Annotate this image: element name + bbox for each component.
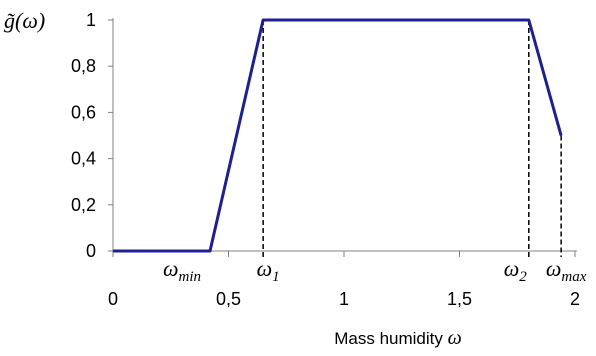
marker-label-max: ωmax (546, 256, 587, 285)
y-tick-label: 1 (86, 10, 96, 30)
marker-guides (262, 20, 562, 257)
x-tick-label: 0 (108, 289, 118, 309)
y-tick-label: 0,4 (71, 149, 96, 169)
y-axis-title: g̃(ω) (4, 8, 45, 33)
x-tick-label: 0,5 (216, 289, 241, 309)
x-tick-label: 2 (570, 289, 580, 309)
y-tick-label: 0,6 (71, 102, 96, 122)
series-line-0 (113, 18, 563, 253)
x-axis-title: Mass humidity ω (334, 327, 462, 349)
y-tick-label: 0,2 (71, 195, 96, 215)
marker-label-1: ω1 (257, 256, 280, 285)
label-layer: ωmin ω1 ω2 ωmax g̃(ω) Mass humidity ω (4, 8, 587, 349)
axes: 0 0,2 0,4 0,6 0,8 1 0 0,5 1 1,5 2 (71, 10, 580, 309)
marker-label-2: ω2 (504, 256, 528, 285)
y-tick-label: 0 (86, 241, 96, 261)
y-tick-label: 0,8 (71, 56, 96, 76)
marker-label-min: ωmin (163, 256, 201, 285)
series-layer (113, 18, 563, 253)
x-tick-label: 1 (339, 289, 349, 309)
x-tick-label: 1,5 (447, 289, 472, 309)
